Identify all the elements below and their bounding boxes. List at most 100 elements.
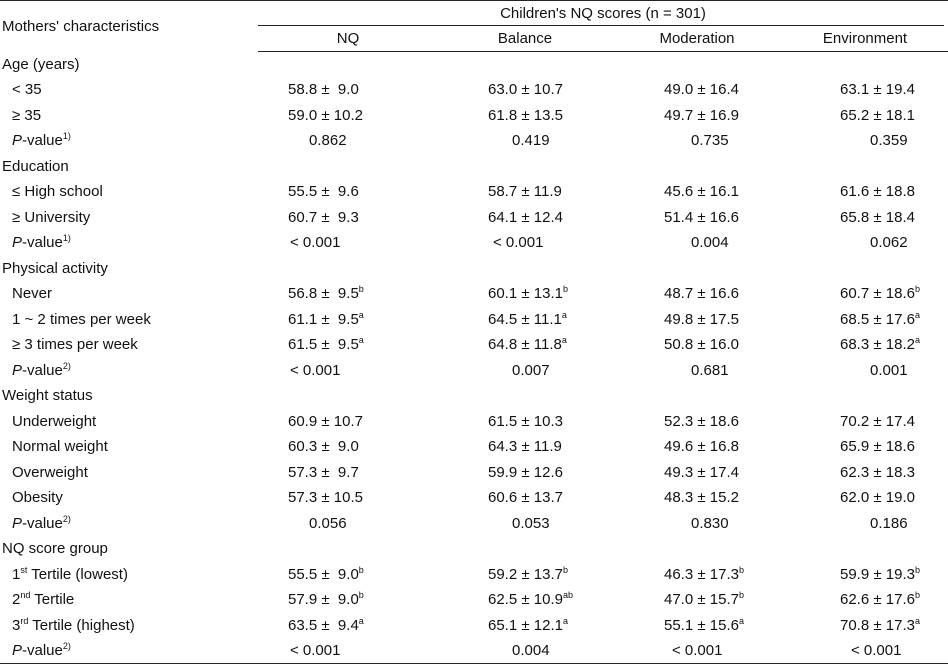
mean-sd-value: 60.3 ± 9.0 [288, 438, 359, 456]
mean-sd-value: 60.6 ± 13.7 [488, 489, 563, 507]
p-value-cell: 0.862 [258, 128, 438, 154]
mean-sd-value: 49.0 ± 16.4 [664, 81, 739, 99]
p-value-cell: 0.735 [612, 128, 782, 154]
row-label: Underweight [12, 412, 97, 430]
mean-sd-value: 61.8 ± 13.5 [488, 106, 563, 124]
p-value-cell: 0.053 [438, 511, 612, 537]
mean-sd-value: 59.9 ± 12.6 [488, 463, 563, 481]
value-cell: 60.6 ± 13.7 [438, 485, 612, 511]
value-cell: 50.8 ± 16.0 [612, 332, 782, 358]
mean-sd-value: 65.8 ± 18.4 [840, 208, 915, 226]
p-label-text: -value [22, 361, 63, 379]
value-cell: 61.5 ± 9.5a [258, 332, 438, 358]
row-label: 3rd Tertile (highest) [0, 613, 258, 639]
mean-sd-value: 61.5 ± 10.3 [488, 412, 563, 430]
mean-sd-value: 60.7 ± 9.3 [288, 208, 359, 226]
row-label: P-value1) [0, 230, 258, 256]
p-value: 0.007 [512, 361, 550, 379]
mean-sd-value: 55.5 ± 9.6 [288, 183, 359, 201]
value-cell: 59.2 ± 13.7b [438, 562, 612, 588]
p-value: 0.056 [309, 514, 347, 532]
mean-sd-value: 65.1 ± 12.1 [488, 616, 563, 634]
significance-letter: b [738, 564, 744, 575]
p-value: 0.004 [691, 234, 729, 252]
significance-letter: a [914, 335, 920, 346]
group-header: Children's NQ scores (n = 301) [258, 0, 948, 26]
footnote-marker: 2) [62, 360, 71, 371]
p-value-row: P-value1) 0.862 0.419 0.735 0.359 [0, 128, 948, 154]
p-value-cell: < 0.001 [612, 638, 782, 664]
significance-letter: a [914, 309, 920, 320]
mean-sd-value: 64.1 ± 12.4 [488, 208, 563, 226]
ordinal-suffix: st [20, 564, 28, 575]
mean-sd-value: 51.4 ± 16.6 [664, 208, 739, 226]
p-value: 0.004 [512, 642, 550, 659]
p-value-row: P-value2) < 0.001 0.007 0.681 0.001 [0, 358, 948, 384]
mean-sd-value: 63.0 ± 10.7 [488, 81, 563, 99]
value-cell: 70.2 ± 17.4 [782, 409, 948, 435]
significance-letter: a [561, 335, 567, 346]
footnote-marker: 1) [62, 233, 71, 244]
row-label: 1 ~ 2 times per week [12, 310, 151, 328]
table-row: Underweight 60.9 ± 10.7 61.5 ± 10.3 52.3 ± … [0, 409, 948, 435]
mean-sd-value: 63.1 ± 19.4 [840, 81, 915, 99]
p-value-row: P-value2) < 0.001 0.004 < 0.001 < 0.001 [0, 638, 948, 664]
p-value: 0.062 [870, 234, 908, 252]
value-cell: 60.1 ± 13.1b [438, 281, 612, 307]
p-value: < 0.001 [290, 361, 341, 379]
significance-letter: a [914, 615, 920, 626]
significance-letter: b [914, 590, 920, 601]
tertile-number: 3 [12, 616, 21, 634]
value-cell: 63.1 ± 19.4 [782, 77, 948, 103]
value-cell: 52.3 ± 18.6 [612, 409, 782, 435]
table-row: 3rd Tertile (highest) 63.5 ± 9.4a 65.1 ± 1… [0, 613, 948, 639]
group-header-text: Children's NQ scores (n = 301) [500, 5, 706, 22]
value-cell: 62.5 ± 10.9ab [438, 587, 612, 613]
value-cell: 65.8 ± 18.4 [782, 205, 948, 231]
value-cell: 64.1 ± 12.4 [438, 205, 612, 231]
mean-sd-value: 62.6 ± 17.6 [840, 591, 915, 609]
mean-sd-value: 68.3 ± 18.2 [840, 336, 915, 354]
mean-sd-value: 64.5 ± 11.1 [488, 310, 562, 328]
mean-sd-value: 64.8 ± 11.8 [488, 336, 562, 354]
table-row: 2nd Tertile 57.9 ± 9.0b 62.5 ± 10.9ab 47.0 … [0, 587, 948, 613]
significance-letter: b [358, 564, 364, 575]
row-label: ≥ 35 [12, 106, 42, 124]
row-label: 1st Tertile (lowest) [0, 562, 258, 588]
value-cell: 60.9 ± 10.7 [258, 409, 438, 435]
row-label: ≥ 3 times per week [12, 336, 138, 354]
significance-letter: b [358, 590, 364, 601]
table-row: Overweight 57.3 ± 9.7 59.9 ± 12.6 49.3 ± 17… [0, 460, 948, 486]
mean-sd-value: 55.1 ± 15.6 [664, 616, 739, 634]
significance-letter: ab [562, 590, 573, 601]
mean-sd-value: 50.8 ± 16.0 [664, 336, 739, 354]
value-cell: 68.3 ± 18.2a [782, 332, 948, 358]
value-cell: 61.6 ± 18.8 [782, 179, 948, 205]
mean-sd-value: 70.2 ± 17.4 [840, 412, 915, 430]
p-value: 0.186 [870, 514, 908, 532]
mean-sd-value: 64.3 ± 11.9 [488, 438, 562, 456]
p-letter: P [12, 642, 23, 659]
p-value-row: P-value2) 0.056 0.053 0.830 0.186 [0, 511, 948, 537]
p-value-cell: 0.001 [782, 358, 948, 384]
mean-sd-value: 46.3 ± 17.3 [664, 565, 739, 583]
mean-sd-value: 59.0 ± 10.2 [288, 106, 363, 124]
value-cell: 60.7 ± 18.6b [782, 281, 948, 307]
value-cell: 56.8 ± 9.5b [258, 281, 438, 307]
mean-sd-value: 59.2 ± 13.7 [488, 565, 563, 583]
mean-sd-value: 65.2 ± 18.1 [840, 106, 915, 124]
significance-letter: b [358, 284, 364, 295]
column-header-balance: Balance [438, 26, 612, 52]
mean-sd-value: 60.1 ± 13.1 [488, 285, 563, 303]
value-cell: 47.0 ± 15.7b [612, 587, 782, 613]
significance-letter: a [358, 309, 364, 320]
p-value-cell: 0.359 [782, 128, 948, 154]
value-cell: 59.9 ± 19.3b [782, 562, 948, 588]
tertile-number: 1 [12, 565, 21, 583]
row-label: P-value2) [0, 511, 258, 537]
footnote-marker: 2) [62, 641, 71, 651]
mean-sd-value: 59.9 ± 19.3 [840, 565, 915, 583]
section-label: Weight status [2, 387, 93, 405]
table-row: 1st Tertile (lowest) 55.5 ± 9.0b 59.2 ± 13… [0, 562, 948, 588]
